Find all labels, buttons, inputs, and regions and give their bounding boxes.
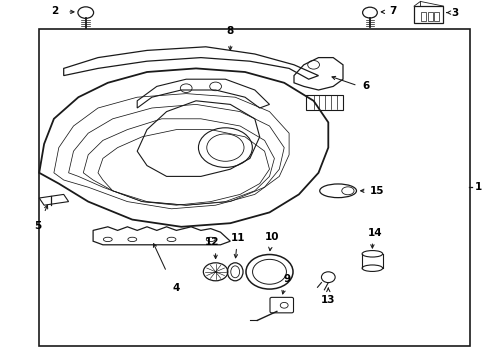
Text: 10: 10 [265, 232, 279, 242]
Text: 9: 9 [283, 274, 290, 284]
Text: 3: 3 [452, 8, 459, 18]
Bar [434, 12, 439, 21]
Bar [306, 95, 343, 110]
Text: 12: 12 [204, 237, 219, 247]
Bar [421, 12, 426, 21]
Text: 7: 7 [390, 6, 397, 16]
Bar [39, 29, 470, 346]
Text: 5: 5 [35, 221, 42, 231]
Text: 11: 11 [230, 233, 245, 243]
Text: 1: 1 [474, 182, 482, 192]
Text: 15: 15 [370, 186, 385, 196]
Text: 8: 8 [227, 26, 234, 36]
Text: 4: 4 [172, 283, 180, 293]
Text: 6: 6 [363, 81, 370, 91]
Bar [428, 12, 433, 21]
Text: 2: 2 [51, 6, 59, 16]
Text: 13: 13 [321, 295, 336, 305]
Text: 14: 14 [368, 228, 382, 238]
